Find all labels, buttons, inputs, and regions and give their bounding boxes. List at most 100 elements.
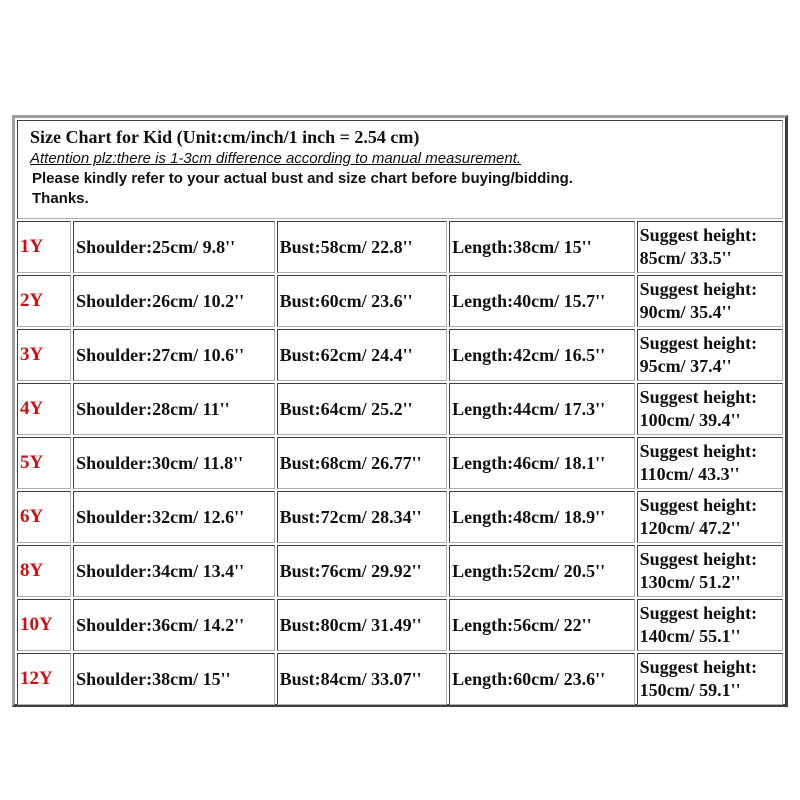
size-label: 4Y — [20, 398, 44, 419]
height-value: 85cm/ 33.5'' — [639, 248, 732, 268]
bust-cell: Bust:80cm/ 31.49'' — [276, 599, 448, 651]
height-cell: Suggest height: 130cm/ 51.2'' — [636, 545, 783, 597]
size-label-cell: 5Y — [17, 437, 72, 489]
size-chart: Size Chart for Kid (Unit:cm/inch/1 inch … — [12, 115, 788, 707]
header-row: Size Chart for Kid (Unit:cm/inch/1 inch … — [17, 120, 783, 219]
size-label: 5Y — [20, 452, 44, 473]
length-cell: Length:56cm/ 22'' — [449, 599, 635, 651]
shoulder-value: Shoulder:27cm/ 10.6'' — [76, 345, 245, 365]
height-value: 100cm/ 39.4'' — [639, 410, 741, 430]
thanks-note: Thanks. — [32, 190, 89, 207]
bust-cell: Bust:84cm/ 33.07'' — [276, 653, 448, 705]
header-cell: Size Chart for Kid (Unit:cm/inch/1 inch … — [17, 120, 783, 219]
height-label: Suggest height: — [639, 603, 758, 623]
shoulder-cell: Shoulder:27cm/ 10.6'' — [73, 329, 275, 381]
shoulder-value: Shoulder:25cm/ 9.8'' — [76, 237, 236, 257]
height-label: Suggest height: — [639, 657, 758, 677]
size-label-cell: 2Y — [17, 275, 72, 327]
size-label-cell: 1Y — [17, 221, 72, 273]
bust-cell: Bust:62cm/ 24.4'' — [276, 329, 448, 381]
shoulder-value: Shoulder:34cm/ 13.4'' — [76, 561, 245, 581]
length-cell: Length:60cm/ 23.6'' — [449, 653, 635, 705]
height-cell: Suggest height: 90cm/ 35.4'' — [636, 275, 783, 327]
shoulder-cell: Shoulder:25cm/ 9.8'' — [73, 221, 275, 273]
height-label: Suggest height: — [639, 495, 758, 515]
bust-cell: Bust:64cm/ 25.2'' — [276, 383, 448, 435]
length-cell: Length:46cm/ 18.1'' — [449, 437, 635, 489]
length-value: Length:46cm/ 18.1'' — [452, 453, 606, 473]
bust-value: Bust:80cm/ 31.49'' — [279, 615, 422, 635]
size-label-cell: 6Y — [17, 491, 72, 543]
bust-value: Bust:68cm/ 26.77'' — [279, 453, 422, 473]
size-label-cell: 3Y — [17, 329, 72, 381]
height-cell: Suggest height: 85cm/ 33.5'' — [636, 221, 783, 273]
bust-value: Bust:76cm/ 29.92'' — [279, 561, 422, 581]
height-label: Suggest height: — [639, 387, 758, 407]
size-label-cell: 8Y — [17, 545, 72, 597]
height-label: Suggest height: — [639, 333, 758, 353]
bust-cell: Bust:72cm/ 28.34'' — [276, 491, 448, 543]
length-value: Length:56cm/ 22'' — [452, 615, 592, 635]
bust-value: Bust:64cm/ 25.2'' — [279, 399, 413, 419]
height-value: 120cm/ 47.2'' — [639, 518, 741, 538]
height-label: Suggest height: — [639, 279, 758, 299]
table-row: 4Y Shoulder:28cm/ 11'' Bust:64cm/ 25.2'' Le… — [17, 383, 783, 435]
height-value: 140cm/ 55.1'' — [639, 626, 741, 646]
size-label: 2Y — [20, 290, 44, 311]
shoulder-cell: Shoulder:26cm/ 10.2'' — [73, 275, 275, 327]
size-chart-table: Size Chart for Kid (Unit:cm/inch/1 inch … — [15, 118, 785, 707]
size-label: 12Y — [20, 668, 53, 689]
length-cell: Length:52cm/ 20.5'' — [449, 545, 635, 597]
length-cell: Length:42cm/ 16.5'' — [449, 329, 635, 381]
size-label: 1Y — [20, 236, 44, 257]
table-row: 3Y Shoulder:27cm/ 10.6'' Bust:62cm/ 24.4''… — [17, 329, 783, 381]
bust-cell: Bust:58cm/ 22.8'' — [276, 221, 448, 273]
length-cell: Length:44cm/ 17.3'' — [449, 383, 635, 435]
length-cell: Length:48cm/ 18.9'' — [449, 491, 635, 543]
table-row: 1Y Shoulder:25cm/ 9.8'' Bust:58cm/ 22.8'' L… — [17, 221, 783, 273]
size-label-cell: 4Y — [17, 383, 72, 435]
bust-cell: Bust:60cm/ 23.6'' — [276, 275, 448, 327]
length-cell: Length:40cm/ 15.7'' — [449, 275, 635, 327]
height-value: 110cm/ 43.3'' — [639, 464, 740, 484]
length-value: Length:48cm/ 18.9'' — [452, 507, 606, 527]
shoulder-value: Shoulder:26cm/ 10.2'' — [76, 291, 245, 311]
table-row: 6Y Shoulder:32cm/ 12.6'' Bust:72cm/ 28.34'… — [17, 491, 783, 543]
length-value: Length:38cm/ 15'' — [452, 237, 592, 257]
height-label: Suggest height: — [639, 225, 758, 245]
bust-cell: Bust:68cm/ 26.77'' — [276, 437, 448, 489]
height-cell: Suggest height: 110cm/ 43.3'' — [636, 437, 783, 489]
length-value: Length:42cm/ 16.5'' — [452, 345, 606, 365]
size-label: 6Y — [20, 506, 44, 527]
shoulder-cell: Shoulder:34cm/ 13.4'' — [73, 545, 275, 597]
height-value: 95cm/ 37.4'' — [639, 356, 732, 376]
bust-value: Bust:84cm/ 33.07'' — [279, 669, 422, 689]
bust-value: Bust:60cm/ 23.6'' — [279, 291, 413, 311]
shoulder-value: Shoulder:30cm/ 11.8'' — [76, 453, 244, 473]
instruction-note: Please kindly refer to your actual bust … — [32, 170, 573, 187]
table-row: 5Y Shoulder:30cm/ 11.8'' Bust:68cm/ 26.77'… — [17, 437, 783, 489]
height-cell: Suggest height: 120cm/ 47.2'' — [636, 491, 783, 543]
size-label: 10Y — [20, 614, 53, 635]
height-cell: Suggest height: 140cm/ 55.1'' — [636, 599, 783, 651]
length-value: Length:40cm/ 15.7'' — [452, 291, 606, 311]
length-cell: Length:38cm/ 15'' — [449, 221, 635, 273]
shoulder-value: Shoulder:36cm/ 14.2'' — [76, 615, 245, 635]
shoulder-cell: Shoulder:28cm/ 11'' — [73, 383, 275, 435]
size-label: 8Y — [20, 560, 44, 581]
shoulder-cell: Shoulder:30cm/ 11.8'' — [73, 437, 275, 489]
shoulder-cell: Shoulder:38cm/ 15'' — [73, 653, 275, 705]
height-value: 150cm/ 59.1'' — [639, 680, 741, 700]
size-label-cell: 10Y — [17, 599, 72, 651]
shoulder-value: Shoulder:32cm/ 12.6'' — [76, 507, 245, 527]
table-row: 2Y Shoulder:26cm/ 10.2'' Bust:60cm/ 23.6''… — [17, 275, 783, 327]
shoulder-cell: Shoulder:36cm/ 14.2'' — [73, 599, 275, 651]
size-label-cell: 12Y — [17, 653, 72, 705]
attention-note: Attention plz:there is 1-3cm difference … — [30, 150, 522, 167]
height-value: 130cm/ 51.2'' — [639, 572, 741, 592]
height-cell: Suggest height: 150cm/ 59.1'' — [636, 653, 783, 705]
bust-value: Bust:62cm/ 24.4'' — [279, 345, 413, 365]
table-row: 12Y Shoulder:38cm/ 15'' Bust:84cm/ 33.07''… — [17, 653, 783, 705]
height-cell: Suggest height: 100cm/ 39.4'' — [636, 383, 783, 435]
length-value: Length:60cm/ 23.6'' — [452, 669, 606, 689]
